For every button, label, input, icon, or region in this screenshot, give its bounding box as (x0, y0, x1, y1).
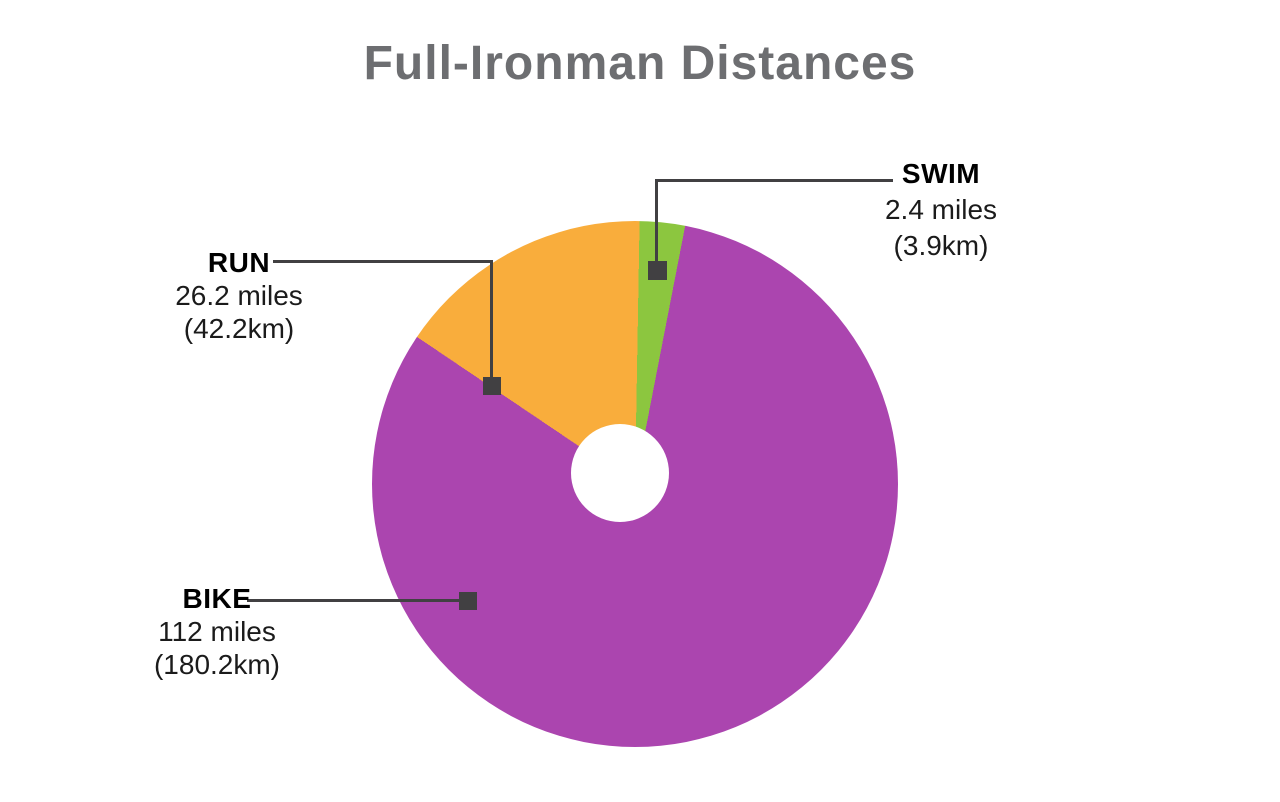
swim-label: SWIM (901, 158, 981, 189)
bike-label: BIKE (182, 583, 252, 614)
run-marker (483, 377, 501, 395)
swim-km-value: (3.9km) (893, 230, 989, 261)
run-leader-line-horizontal (273, 260, 492, 263)
bike-marker (459, 592, 477, 610)
swim-leader-line-vertical (655, 179, 658, 263)
donut-chart (372, 221, 898, 747)
run-callout: RUN 26.2 miles (42.2km) (129, 246, 349, 345)
bike-callout: BIKE 112 miles (180.2km) (107, 582, 327, 681)
run-leader-line-vertical (490, 260, 493, 382)
run-km-value: (42.2km) (183, 313, 295, 344)
swim-marker (648, 261, 667, 280)
bike-km-value: (180.2km) (153, 649, 281, 680)
bike-miles-value: 112 miles (158, 616, 276, 647)
swim-miles-value: 2.4 miles (884, 194, 998, 225)
run-label: RUN (207, 247, 271, 278)
bike-leader-line-horizontal (247, 599, 462, 602)
run-miles-value: 26.2 miles (175, 280, 303, 311)
donut-hole (571, 424, 669, 522)
swim-callout: SWIM 2.4 miles (3.9km) (841, 156, 1041, 264)
swim-leader-line-horizontal (655, 179, 893, 182)
chart-title: Full-Ironman Distances (363, 37, 917, 90)
